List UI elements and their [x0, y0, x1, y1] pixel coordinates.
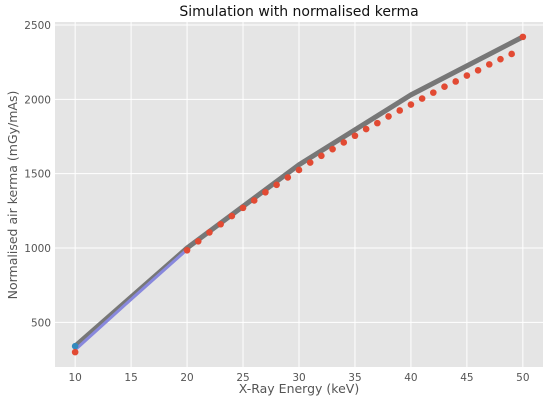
- x-tick-label: 25: [236, 372, 249, 384]
- data-point: [183, 246, 191, 254]
- data-point: [217, 220, 224, 228]
- series-line-1: [73, 248, 189, 352]
- data-point: [306, 159, 314, 166]
- data-point: [385, 113, 392, 120]
- data-point: [474, 67, 482, 74]
- data-point: [418, 95, 426, 102]
- data-point: [71, 342, 79, 350]
- data-point: [250, 197, 258, 204]
- data-point: [407, 101, 415, 108]
- y-tick-label: 2000: [24, 94, 51, 106]
- data-point: [318, 152, 325, 160]
- x-tick-label: 15: [124, 372, 137, 384]
- grid-lines: [55, 22, 543, 367]
- x-tick-label: 40: [404, 372, 417, 384]
- data-point: [206, 229, 213, 236]
- data-point: [441, 83, 448, 90]
- data-point: [351, 132, 359, 140]
- y-tick-label: 2500: [24, 20, 51, 32]
- y-tick-label: 500: [31, 317, 51, 329]
- data-point: [340, 139, 348, 146]
- data-point: [295, 166, 303, 174]
- data-point: [508, 50, 515, 58]
- data-point: [284, 174, 292, 181]
- x-tick-label: 45: [460, 372, 473, 384]
- data-point: [374, 119, 381, 127]
- data-point: [497, 55, 504, 63]
- data-point: [463, 72, 471, 79]
- y-tick-label: 1000: [24, 243, 51, 255]
- y-axis-label: Normalised air kerma (mGy/mAs): [5, 91, 20, 300]
- data-point: [262, 188, 269, 196]
- data-point: [194, 238, 202, 245]
- data-point: [273, 181, 280, 189]
- data-point: [362, 125, 370, 133]
- data-point: [430, 89, 437, 96]
- y-tick-label: 1500: [24, 169, 51, 181]
- chart-title: Simulation with normalised kerma: [179, 4, 418, 20]
- data-point: [485, 61, 493, 68]
- data-point: [228, 212, 236, 220]
- x-axis-label: X-Ray Energy (keV): [239, 381, 359, 396]
- x-tick-label: 35: [348, 372, 361, 384]
- x-tick-label: 10: [68, 372, 81, 384]
- data-point: [452, 78, 459, 85]
- data-point: [519, 33, 527, 41]
- x-tick-label: 50: [516, 372, 529, 384]
- x-tick-labels: 10 15 20 25 30 35 40 45 50: [68, 372, 529, 384]
- series-layer: [71, 33, 527, 356]
- data-point: [396, 107, 404, 114]
- x-tick-label: 30: [292, 372, 305, 384]
- y-tick-labels: 500 1000 1500 2000 2500: [24, 20, 51, 329]
- data-point: [239, 204, 247, 212]
- data-point: [71, 348, 79, 356]
- x-tick-label: 20: [180, 372, 193, 384]
- data-point: [329, 145, 336, 153]
